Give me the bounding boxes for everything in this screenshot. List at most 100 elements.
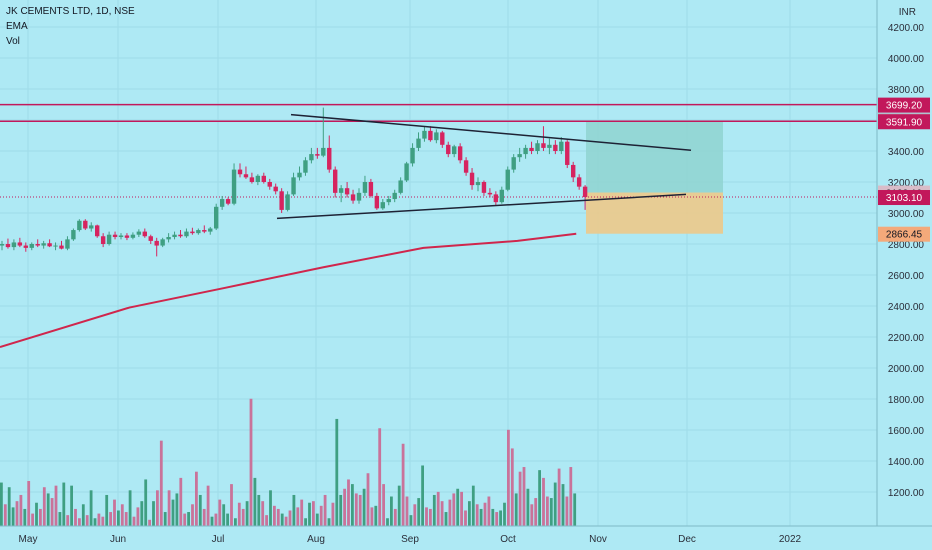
volume-bar xyxy=(50,498,54,526)
volume-bar xyxy=(3,504,7,526)
indicator-vol-label[interactable]: Vol xyxy=(6,36,20,47)
candle-body xyxy=(95,225,100,237)
candle-body xyxy=(17,242,23,246)
volume-bar xyxy=(245,501,249,526)
candle-body xyxy=(100,236,106,244)
candle-body xyxy=(446,144,451,155)
candle-body xyxy=(481,182,487,193)
volume-bar xyxy=(148,519,151,526)
volume-bar xyxy=(487,496,491,526)
x-tick-label: Nov xyxy=(589,534,607,545)
candle-body xyxy=(356,192,362,201)
candle-body xyxy=(89,225,94,229)
candle-body xyxy=(559,141,564,151)
candle-body xyxy=(249,177,255,182)
volume-bars xyxy=(0,398,577,526)
volume-bar xyxy=(417,498,421,526)
volume-bar xyxy=(343,488,346,526)
volume-bar xyxy=(573,493,577,526)
candle-body xyxy=(29,244,34,248)
volume-bar xyxy=(175,493,179,526)
volume-bar xyxy=(124,512,128,526)
volume-bar xyxy=(23,508,27,526)
volume-bar xyxy=(273,505,276,526)
y-tick-label: 2600.00 xyxy=(888,271,925,282)
volume-bar xyxy=(265,515,268,526)
indicator-ema-label[interactable]: EMA xyxy=(6,21,28,32)
candle-body xyxy=(469,172,475,186)
volume-bar xyxy=(514,493,518,526)
candle-body xyxy=(428,130,433,141)
candle-body xyxy=(404,163,409,181)
candle-body xyxy=(202,230,207,232)
candle-body xyxy=(5,244,11,248)
price-tag xyxy=(878,114,930,130)
candle-body xyxy=(392,192,397,200)
candle-body xyxy=(511,157,516,170)
volume-bar xyxy=(156,490,159,526)
volume-bar xyxy=(491,508,495,526)
candle-body xyxy=(255,175,261,182)
volume-bar xyxy=(335,418,339,526)
x-tick-label: Dec xyxy=(678,534,696,545)
volume-bar xyxy=(195,471,198,526)
currency-label: INR xyxy=(899,7,916,18)
volume-bar xyxy=(159,440,163,526)
volume-bar xyxy=(120,504,124,526)
candle-body xyxy=(130,234,136,238)
y-tick-label: 2000.00 xyxy=(888,364,925,375)
candle-body xyxy=(273,186,278,192)
volume-bar xyxy=(15,501,19,526)
candle-body xyxy=(106,234,112,244)
volume-bar xyxy=(101,516,105,526)
volume-bar xyxy=(187,512,190,526)
volume-bar xyxy=(292,494,296,526)
candle-body xyxy=(422,130,427,139)
time-axis-labels: May Jun Jul Aug Sep Oct Nov Dec 2022 xyxy=(19,534,802,545)
volume-bar xyxy=(11,507,15,526)
volume-bar xyxy=(370,507,374,526)
candle-body xyxy=(327,147,332,170)
candle-body xyxy=(190,231,195,234)
volume-bar xyxy=(105,494,109,526)
volume-bar xyxy=(62,482,66,526)
volume-bar xyxy=(464,510,467,526)
candle-body xyxy=(83,220,88,229)
y-tick-label: 1600.00 xyxy=(888,426,925,437)
x-tick-label: May xyxy=(19,534,38,545)
volume-bar xyxy=(19,494,23,526)
candle-body xyxy=(398,180,403,193)
price-tags: 3699.203597.053591.903132.103103.102866.… xyxy=(878,97,930,242)
volume-bar xyxy=(300,499,304,526)
symbol-title[interactable]: JK CEMENTS LTD, 1D, NSE xyxy=(6,6,135,17)
candle-body xyxy=(529,147,534,151)
volume-bar xyxy=(432,494,436,526)
candle-body xyxy=(160,239,165,246)
candle-body xyxy=(547,144,552,148)
candle-body xyxy=(576,177,582,187)
volume-bar xyxy=(280,513,284,526)
volume-bar xyxy=(378,428,382,526)
volume-bar xyxy=(214,513,218,526)
volume-bar xyxy=(89,490,93,526)
y-tick-label: 2400.00 xyxy=(888,302,925,313)
price-tag xyxy=(878,226,930,242)
candle-body xyxy=(225,199,231,204)
target-zone xyxy=(586,121,723,193)
volume-bar xyxy=(163,512,167,526)
candle-body xyxy=(440,132,445,145)
volume-bar xyxy=(569,467,573,526)
volume-bar xyxy=(136,507,140,526)
candle-body xyxy=(452,146,457,155)
x-tick-label: Sep xyxy=(401,534,419,545)
volume-bar xyxy=(444,512,448,526)
volume-bar xyxy=(382,484,385,526)
candle-body xyxy=(582,186,588,198)
candle-body xyxy=(565,141,570,165)
candle-body xyxy=(303,160,308,173)
x-tick-label: 2022 xyxy=(779,534,802,545)
candle-body xyxy=(487,192,493,195)
trendline-upper xyxy=(290,113,692,151)
